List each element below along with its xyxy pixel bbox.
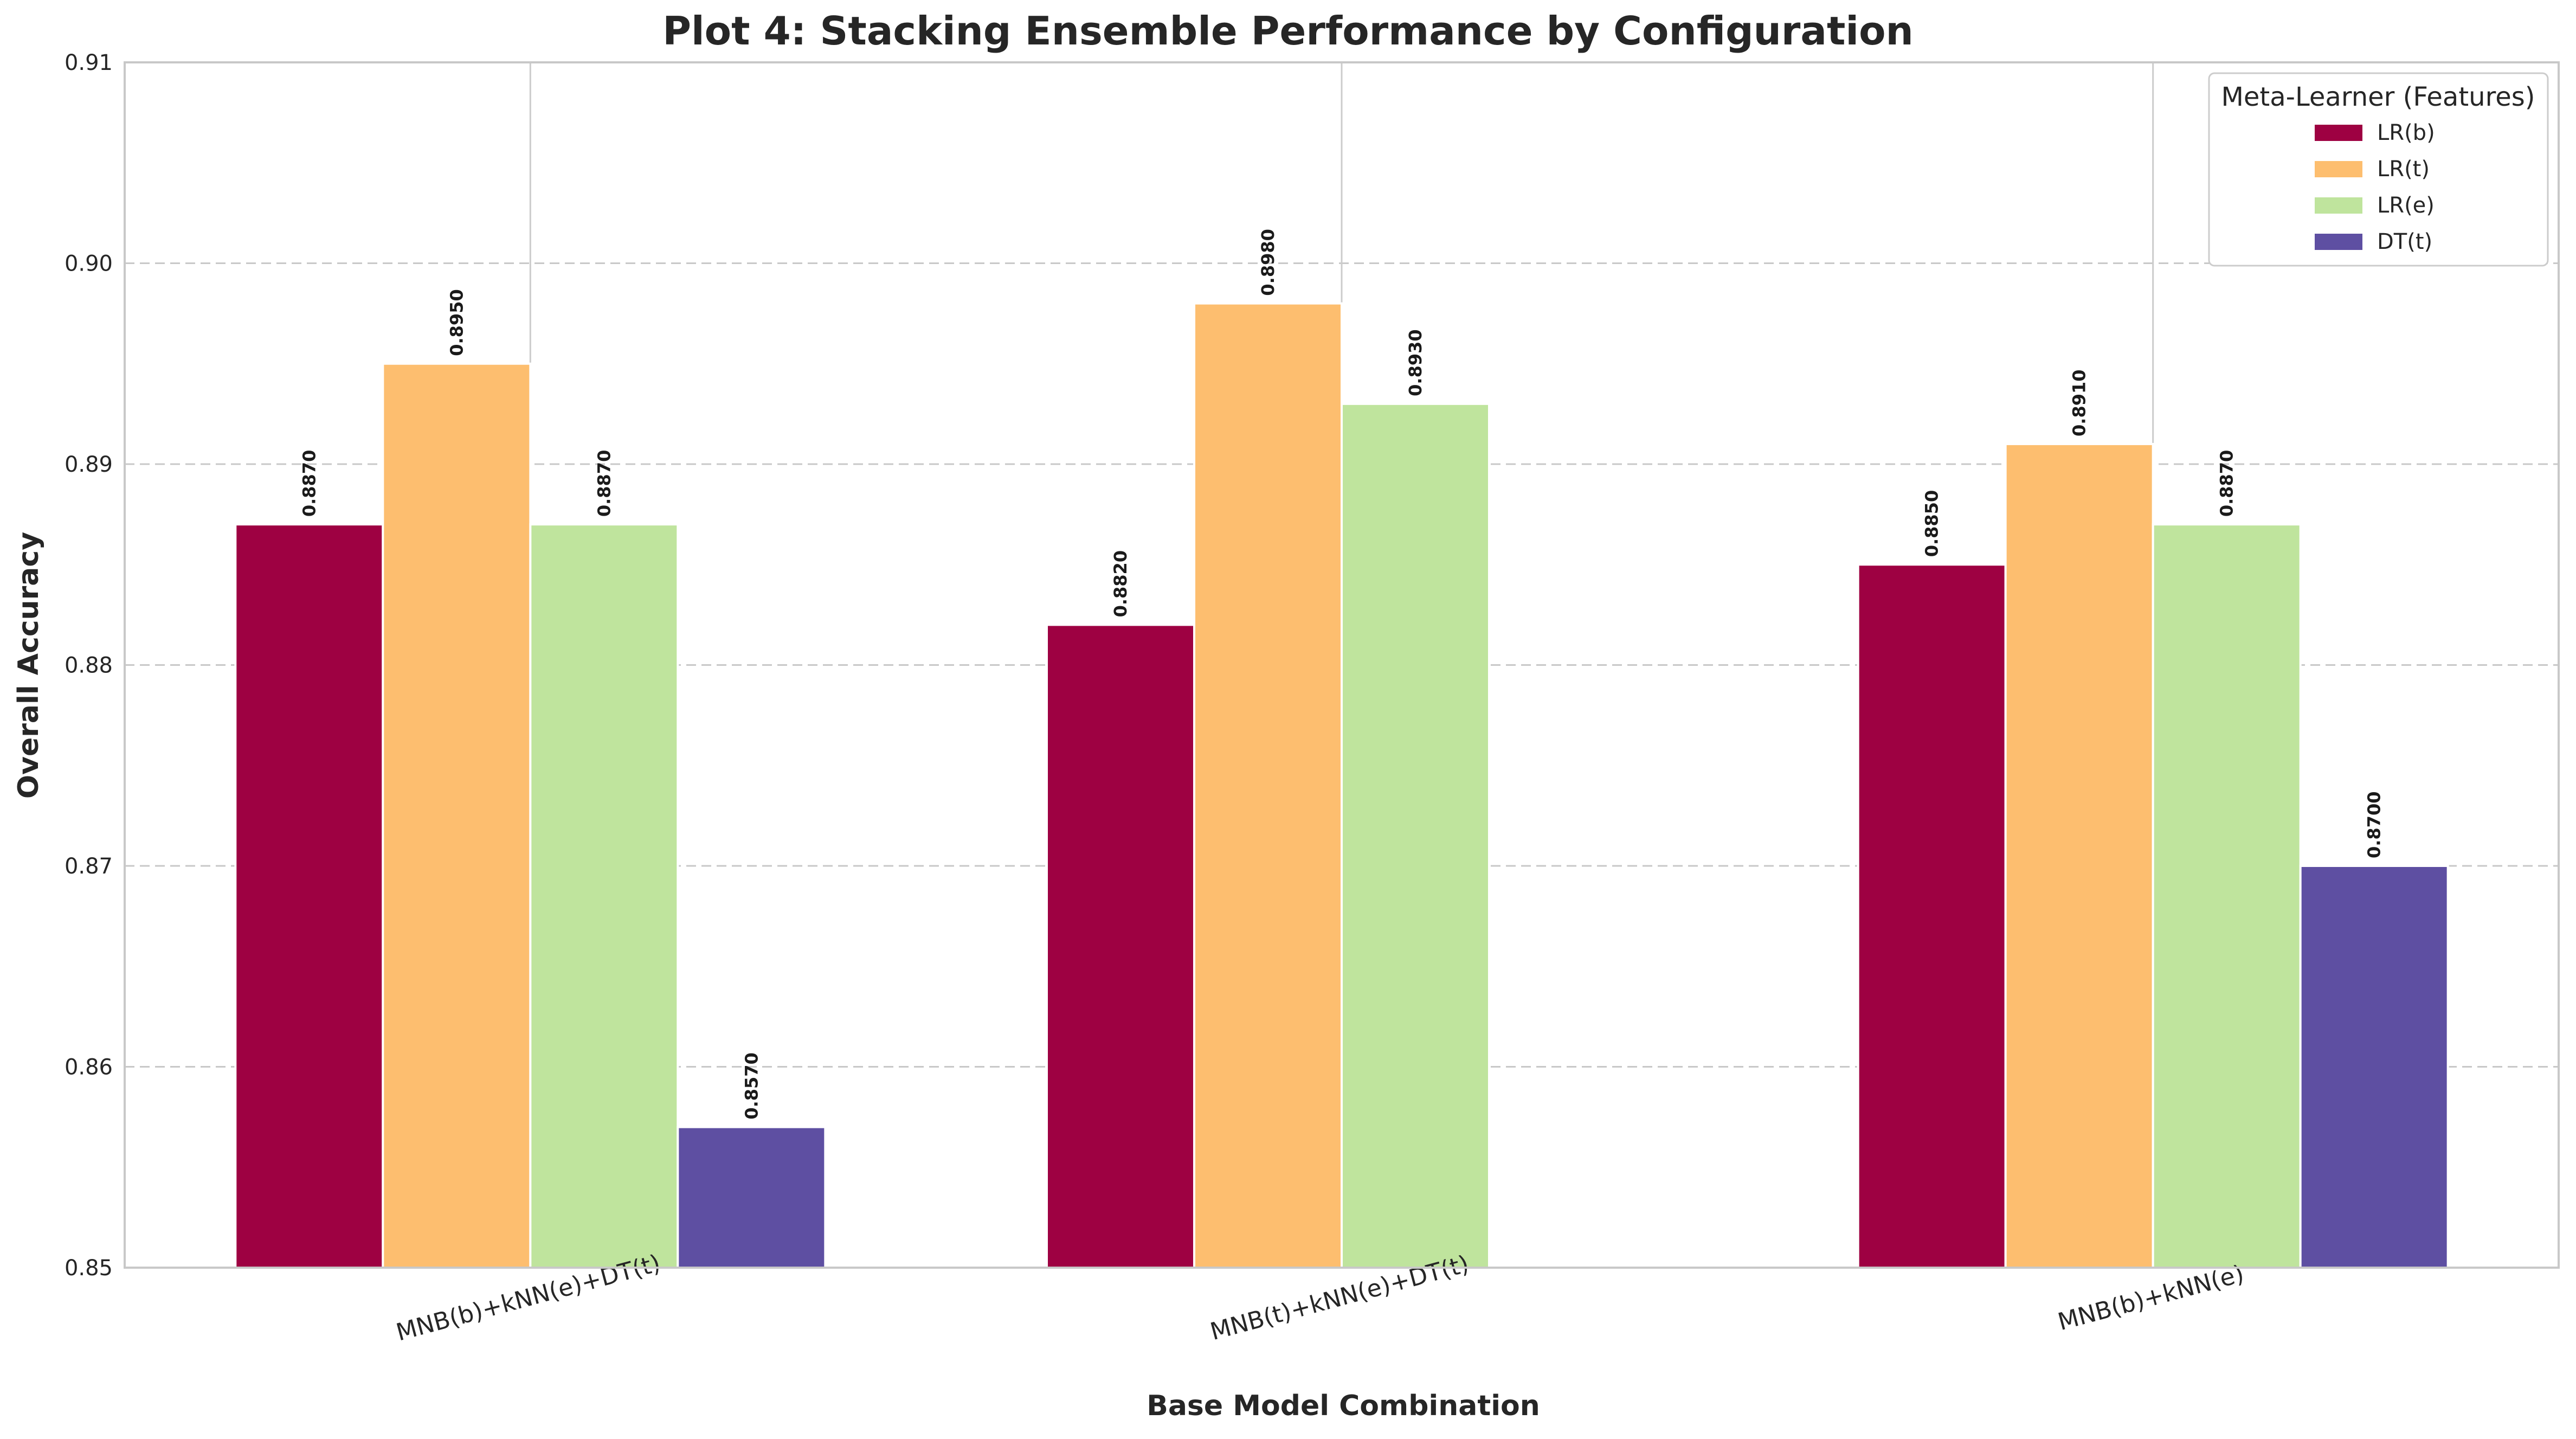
bar-value-label: 0.8820 — [1110, 550, 1131, 617]
legend-label: LR(b) — [2377, 120, 2435, 145]
legend-swatch — [2315, 197, 2362, 214]
x-tick-label: MNB(b)+kNN(e) — [2055, 1260, 2247, 1337]
bar — [2299, 865, 2449, 1269]
bar-value-label: 0.8570 — [741, 1052, 762, 1119]
chart-title: Plot 4: Stacking Ensemble Performance by… — [662, 8, 1914, 54]
bar-value-label: 0.8870 — [299, 450, 319, 517]
legend: Meta-Learner (Features) LR(b) LR(t) LR(e) D… — [2208, 72, 2549, 267]
bar-value-label: 0.8930 — [1405, 329, 1426, 396]
y-tick-label: 0.90 — [65, 252, 113, 277]
legend-label: LR(e) — [2377, 193, 2435, 218]
bar — [529, 523, 679, 1269]
x-axis-label: Base Model Combination — [1147, 1390, 1540, 1422]
legend-swatch — [2315, 125, 2362, 141]
bar — [234, 523, 384, 1269]
legend-swatch — [2315, 161, 2362, 177]
bar — [2152, 523, 2302, 1269]
bar-value-label: 0.8870 — [2217, 450, 2237, 517]
bar-value-label: 0.8980 — [1258, 229, 1278, 295]
y-tick-label: 0.87 — [65, 854, 113, 879]
legend-label: DT(t) — [2377, 229, 2432, 254]
y-tick-label: 0.86 — [65, 1055, 113, 1080]
y-tick-label: 0.88 — [65, 653, 113, 678]
bar — [1341, 402, 1490, 1269]
bar-value-label: 0.8700 — [2364, 792, 2385, 858]
bar-value-label: 0.8850 — [1922, 490, 1942, 557]
bar-value-label: 0.8910 — [2069, 369, 2090, 436]
bar-value-label: 0.8950 — [446, 289, 467, 356]
legend-label: LR(t) — [2377, 157, 2430, 182]
plot-frame — [124, 61, 2560, 1269]
y-tick-label: 0.85 — [65, 1256, 113, 1281]
data-labels: 0.8870 0.8950 0.8870 0.8570 0.8820 0.8980 0.89… — [299, 229, 2384, 1120]
bar — [677, 1126, 827, 1269]
bar — [2004, 442, 2154, 1269]
legend-frame — [2208, 72, 2549, 267]
y-tick-label: 0.89 — [65, 452, 113, 477]
legend-swatch — [2315, 234, 2362, 250]
y-axis-label: Overall Accuracy — [12, 532, 45, 799]
legend-title: Meta-Learner (Features) — [2221, 82, 2535, 112]
bar — [1193, 302, 1343, 1269]
bar — [1046, 624, 1195, 1269]
y-tick-label: 0.91 — [65, 50, 113, 75]
bar — [1857, 563, 2007, 1269]
bar-value-label: 0.8870 — [594, 450, 614, 517]
bars — [234, 302, 2449, 1269]
bar — [382, 362, 532, 1269]
